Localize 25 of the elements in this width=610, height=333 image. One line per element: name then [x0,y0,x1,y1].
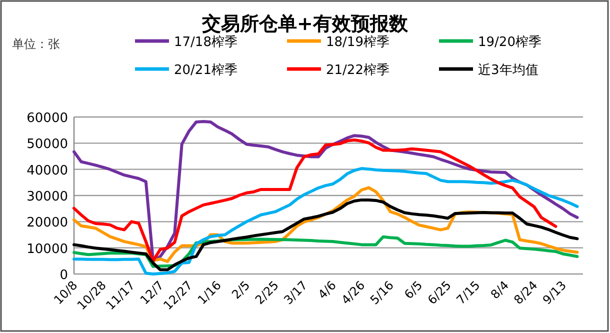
legend-label: 17/18榨季 [174,35,238,50]
annotation: 单位：张 [12,37,60,51]
legend-item: 17/18榨季 [135,35,238,50]
legend-label: 20/21榨季 [174,63,238,78]
legend-label: 18/19榨季 [326,35,390,50]
y-tick-label: 60000 [26,111,68,126]
y-tick-label: 30000 [26,190,68,204]
x-tick-label: 6/5 [402,278,426,302]
x-tick-label: 4/6 [315,278,339,302]
y-tick-label: 20000 [26,216,68,231]
x-tick-label: 2/5 [229,278,253,302]
y-tick-label: 0 [60,268,68,283]
legend-item: 20/21榨季 [135,63,238,78]
legend-label: 近3年均值 [478,63,538,78]
legend-item: 近3年均值 [439,63,538,78]
legend-label: 21/22榨季 [326,63,390,78]
title: 交易所仓单+有效预报数 [202,13,408,35]
x-tick-label: 8/4 [488,278,512,302]
y-tick-label: 10000 [26,242,68,257]
y-tick-label: 40000 [26,163,68,178]
legend-label: 19/20榨季 [478,35,542,50]
legend-item: 21/22榨季 [287,63,390,78]
legend-item: 19/20榨季 [439,35,542,50]
y-tick-label: 50000 [26,137,68,152]
legend-item: 18/19榨季 [287,35,390,50]
